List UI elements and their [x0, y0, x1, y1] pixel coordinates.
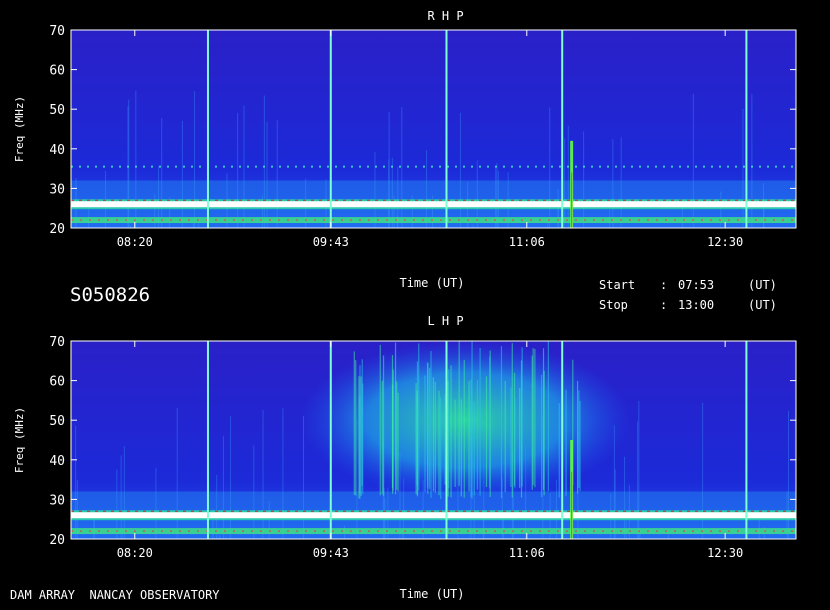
- x-tick-label: 08:20: [117, 235, 153, 249]
- x-axis-label: Time (UT): [399, 587, 464, 601]
- band-medium: [71, 217, 796, 224]
- emission-region: [300, 341, 631, 500]
- y-tick-label: 50: [49, 414, 65, 429]
- panel-rhp: 20 30 40 50 60 70 08:20 09:43 11:06 12:30 R H P Tim…: [13, 9, 797, 290]
- stop-sep: :: [660, 298, 668, 312]
- stop-unit: (UT): [748, 298, 777, 312]
- x-tick-label: 09:43: [313, 546, 349, 560]
- x-tick-label: 12:30: [707, 546, 743, 560]
- x-axis-label: Time (UT): [399, 276, 464, 290]
- y-tick-label: 20: [49, 533, 65, 548]
- x-tick-label: 11:06: [509, 546, 545, 560]
- y-tick-label: 50: [49, 103, 65, 118]
- start-time: 07:53: [678, 278, 715, 292]
- y-tick-label: 60: [49, 375, 65, 390]
- y-tick-label: 60: [49, 64, 65, 79]
- y-tick-label: 70: [49, 335, 65, 350]
- x-tick-label: 11:06: [509, 235, 545, 249]
- start-unit: (UT): [748, 278, 777, 292]
- stop-time: 13:00: [678, 298, 715, 312]
- panel-lhp: 20 30 40 50 60 70 08:20 09:43 11:06 12:30 L H P Tim…: [13, 314, 797, 601]
- footer-label: DAM ARRAY NANCAY OBSERVATORY: [10, 588, 220, 602]
- band-core: [71, 512, 796, 519]
- x-tick-label: 08:20: [117, 546, 153, 560]
- y-axis-label: Freq (MHz): [13, 407, 26, 473]
- y-tick-label: 40: [49, 454, 65, 469]
- plot-frame: [70, 340, 797, 540]
- y-axis-label: Freq (MHz): [13, 96, 26, 162]
- band-medium: [71, 528, 796, 535]
- y-tick-label: 20: [49, 222, 65, 237]
- x-tick-label: 12:30: [707, 235, 743, 249]
- y-tick-label: 70: [49, 24, 65, 39]
- start-sep: :: [660, 278, 668, 292]
- y-tick-label: 30: [49, 182, 65, 197]
- y-tick-label: 30: [49, 493, 65, 508]
- plot-frame: [70, 29, 797, 229]
- y-tick-label: 40: [49, 143, 65, 158]
- station-id: S050826: [70, 284, 151, 306]
- start-label: Start: [599, 278, 636, 292]
- panel-title: L H P: [427, 314, 463, 328]
- band-core: [71, 201, 796, 208]
- stop-label: Stop: [599, 298, 628, 312]
- panel-title: R H P: [427, 9, 463, 23]
- x-tick-label: 09:43: [313, 235, 349, 249]
